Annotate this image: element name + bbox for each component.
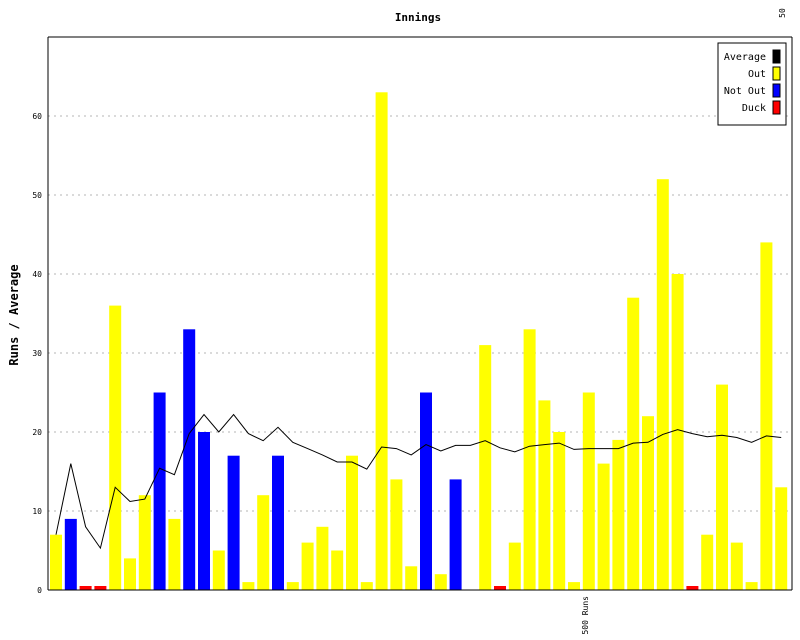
out-bar (50, 534, 62, 590)
out-bar (508, 542, 521, 590)
legend-swatch (772, 66, 781, 81)
out-bar (479, 345, 492, 590)
legend-swatch (772, 83, 781, 98)
out-bar (257, 495, 270, 590)
legend-label: Duck (742, 103, 766, 114)
out-bar (168, 518, 181, 590)
y-tick-labels: 0 10 20 30 40 50 60 (32, 112, 42, 595)
not-out-bar (64, 518, 77, 590)
y-tick-label: 20 (32, 428, 42, 437)
top-axis-label: 50 (778, 8, 787, 18)
out-bar (656, 179, 669, 590)
legend-label: Not Out (724, 86, 766, 97)
legend: Average Out Not Out Duck (717, 42, 787, 126)
out-bar (568, 582, 580, 590)
out-bar (434, 574, 447, 590)
y-tick-label: 50 (32, 191, 42, 200)
milestone-label: 500 Runs (581, 596, 590, 635)
y-tick-label: 0 (37, 586, 42, 595)
not-out-bar (227, 455, 240, 590)
legend-swatch (772, 49, 781, 64)
out-bar (331, 550, 344, 590)
out-bar (612, 439, 625, 590)
out-bar (760, 242, 773, 590)
out-bar (316, 526, 329, 590)
out-bar (375, 92, 388, 591)
out-bar (597, 463, 610, 590)
out-bar (627, 297, 640, 590)
out-bar (138, 495, 151, 590)
average-line-group (55, 413, 782, 550)
y-axis-label: Runs / Average (7, 264, 21, 365)
out-bar (523, 329, 536, 590)
axes (47, 36, 793, 591)
out-bar (286, 582, 299, 590)
out-bar (360, 582, 373, 590)
duck-bar (79, 586, 92, 590)
out-bar (716, 384, 728, 590)
out-bar (301, 542, 314, 590)
out-bar (745, 582, 758, 590)
y-tick-label: 40 (32, 270, 42, 279)
out-bar (671, 274, 684, 590)
out-bar (109, 305, 122, 590)
not-out-bar (153, 392, 166, 590)
not-out-bar (272, 455, 284, 590)
legend-label: Average (724, 52, 766, 63)
duck-bar (686, 586, 699, 590)
legend-swatch (772, 100, 781, 115)
out-bar (538, 400, 551, 590)
chart-title: Innings (395, 11, 441, 24)
duck-bar (494, 586, 506, 590)
y-tick-label: 30 (32, 349, 42, 358)
out-bar (582, 392, 595, 590)
out-bar (124, 558, 136, 590)
out-bar (775, 487, 788, 590)
out-bar (405, 566, 418, 590)
out-bar (730, 542, 743, 590)
y-tick-label: 10 (32, 507, 42, 516)
out-bar (553, 432, 566, 590)
y-tick-label: 60 (32, 112, 42, 121)
not-out-bar (420, 392, 432, 590)
out-bar (701, 534, 714, 590)
out-bar (346, 455, 358, 590)
legend-label: Out (748, 69, 766, 80)
out-bar (242, 582, 255, 590)
duck-bar (94, 586, 107, 590)
not-out-bar (183, 329, 196, 590)
out-bar (212, 550, 225, 590)
out-bar (390, 479, 403, 590)
out-bar (642, 416, 654, 590)
not-out-bar (449, 479, 462, 590)
not-out-bar (198, 432, 210, 590)
average-line (55, 413, 782, 550)
